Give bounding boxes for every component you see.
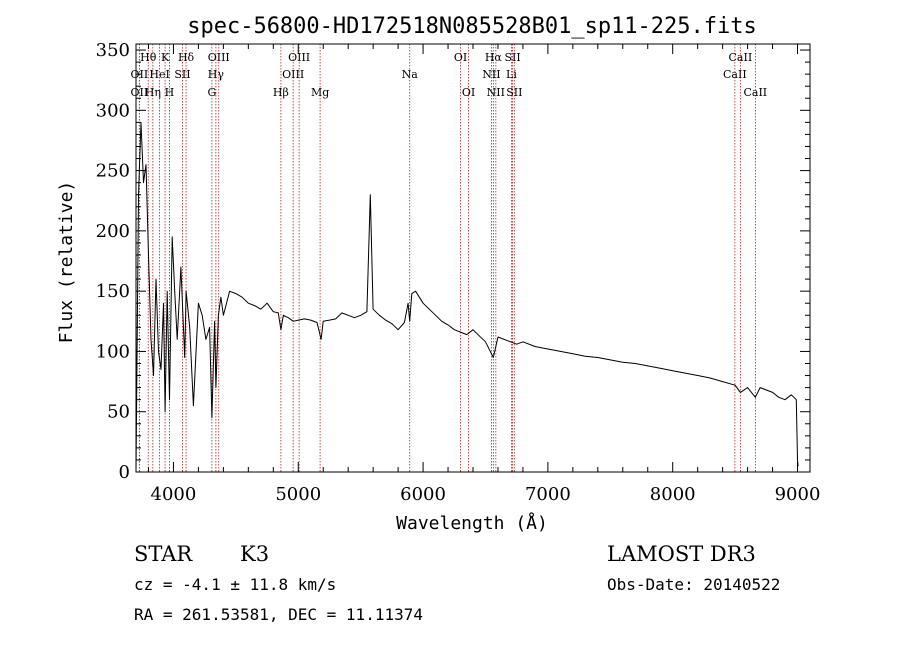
object-subclass: K3 xyxy=(240,542,269,566)
y-tick-label-1: 50 xyxy=(107,402,130,423)
line-label-26: CaII xyxy=(723,68,747,81)
x-axis-ticks: 4000 5000 6000 7000 8000 9000 xyxy=(147,44,821,505)
y-tick-label-6: 300 xyxy=(96,100,130,121)
line-label-24: SII xyxy=(506,86,522,99)
observation-date: Obs-Date: 20140522 xyxy=(607,575,780,594)
y-tick-label-4: 200 xyxy=(96,221,130,242)
line-label-27: CaII xyxy=(743,86,767,99)
redshift-cz: cz = -4.1 ± 11.8 km/s xyxy=(134,575,336,594)
line-label-13: OIII xyxy=(282,68,304,81)
line-label-14: Hβ xyxy=(273,86,289,99)
y-axis-ticks: 0 50 100 150 200 250 300 350 xyxy=(96,40,810,483)
line-label-10: Hγ xyxy=(208,68,225,81)
line-label-22: Li xyxy=(506,68,517,81)
line-label-15: Mg xyxy=(311,86,329,99)
line-label-4: HeI xyxy=(149,68,169,81)
x-tick-label-1: 5000 xyxy=(275,484,321,505)
line-label-6: Hδ xyxy=(178,51,195,64)
line-label-19: Hα xyxy=(485,51,503,64)
line-label-2: OII xyxy=(131,86,149,99)
x-tick-label-2: 6000 xyxy=(400,484,446,505)
line-label-9: OIII xyxy=(208,51,230,64)
line-label-8: H xyxy=(165,86,175,99)
y-tick-label-3: 150 xyxy=(96,281,130,302)
line-label-16: Na xyxy=(402,68,419,81)
line-label-11: G xyxy=(207,86,216,99)
line-label-25: CaII xyxy=(729,51,753,64)
line-label-0: Hθ xyxy=(140,51,157,64)
spectrum-line xyxy=(135,121,799,473)
survey-name: LAMOST DR3 xyxy=(607,542,756,566)
line-label-5: Hη xyxy=(145,86,161,99)
x-tick-label-3: 7000 xyxy=(525,484,571,505)
y-tick-label-2: 100 xyxy=(96,341,130,362)
line-label-17: OI xyxy=(454,51,467,64)
y-tick-label-7: 350 xyxy=(96,40,130,61)
chart-title: spec-56800-HD172518N085528B01_sp11-225.f… xyxy=(187,14,757,39)
line-label-20: SII xyxy=(504,51,520,64)
object-class: STAR xyxy=(134,542,193,566)
spectral-line-markers xyxy=(138,44,756,472)
line-label-21: NII xyxy=(482,68,500,81)
spectrum-series xyxy=(135,121,799,473)
x-tick-label-5: 9000 xyxy=(775,484,821,505)
x-tick-label-0: 4000 xyxy=(151,484,197,505)
coordinates: RA = 261.53581, DEC = 11.11374 xyxy=(134,605,423,624)
y-axis-label: Flux (relative) xyxy=(56,181,77,344)
x-tick-label-4: 8000 xyxy=(650,484,696,505)
line-label-23: NII xyxy=(487,86,505,99)
plot-frame xyxy=(135,43,811,473)
line-label-18: OI xyxy=(462,86,475,99)
line-label-3: K xyxy=(161,51,170,64)
y-tick-label-5: 250 xyxy=(96,161,130,182)
x-axis-label: Wavelength (Å) xyxy=(396,512,548,534)
y-tick-label-0: 0 xyxy=(119,462,130,483)
line-label-12: OIII xyxy=(288,51,310,64)
line-label-7: SII xyxy=(174,68,190,81)
